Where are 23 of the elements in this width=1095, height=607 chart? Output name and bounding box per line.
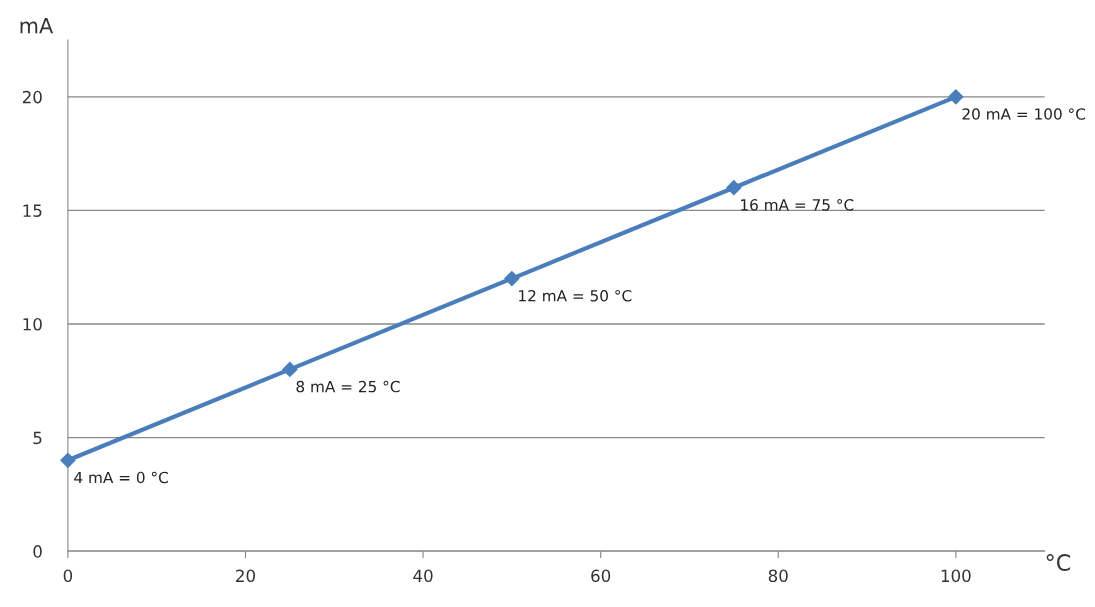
annotation: 20 mA = 100 °C [962,108,1086,120]
x-tick-label: 60 [591,569,611,583]
point [282,361,298,378]
annotation: 8 mA = 25 °C [296,380,400,393]
x-tick-label: 80 [768,569,788,583]
x-tick-label: 100 [941,569,971,583]
annotation: 4 mA = 0 °C [74,471,168,484]
point [726,180,742,196]
point [948,89,964,105]
y-tick-label: 15 [23,204,42,217]
annotation: 12 mA = 50 °C [519,289,632,302]
y-tick-label: 5 [33,431,42,445]
y-tick-label: 0 [33,545,42,558]
y-axis-title: mA [20,17,54,34]
point [504,271,520,287]
x-tick-label: 40 [413,569,433,583]
point [60,452,76,468]
y-tick-label: 10 [23,317,42,331]
x-axis-title: °C [1046,554,1071,571]
annotation: 16 mA = 75 °C [741,199,854,211]
y-tick-label: 20 [22,90,42,104]
x-tick-label: 0 [63,569,73,583]
x-tick-label: 20 [236,569,255,583]
